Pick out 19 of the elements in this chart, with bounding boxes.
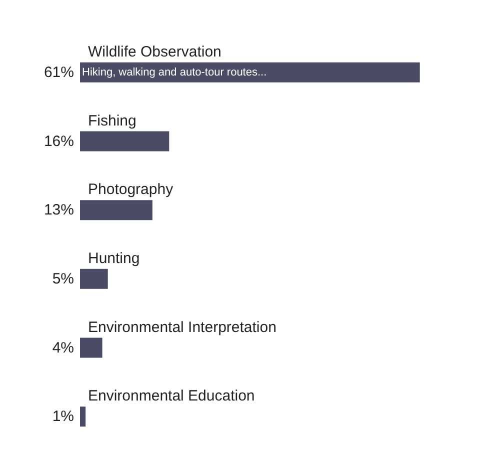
y-tick-label: Fishing (88, 112, 136, 130)
y-tick-label: Environmental Education (88, 388, 255, 405)
annotation: Hiking, walking and auto-tour routes... (82, 66, 267, 78)
bar (80, 131, 170, 152)
bar (80, 62, 420, 82)
bar (80, 268, 108, 289)
data-label: 1% (52, 408, 74, 426)
y-tick-label: Environmental Interpretation (88, 318, 276, 336)
data-label: 5% (52, 270, 74, 288)
y-tick-label: Photography (88, 181, 174, 198)
data-label: 61% (44, 64, 74, 81)
data-label: 13% (44, 202, 74, 219)
y-tick-label: Wildlife Observation (88, 43, 222, 60)
data-label: 4% (52, 339, 74, 356)
data-label: 16% (44, 132, 74, 150)
bar (80, 200, 152, 220)
bar (80, 338, 102, 358)
bar (80, 406, 86, 427)
y-tick-label: Hunting (88, 250, 140, 267)
